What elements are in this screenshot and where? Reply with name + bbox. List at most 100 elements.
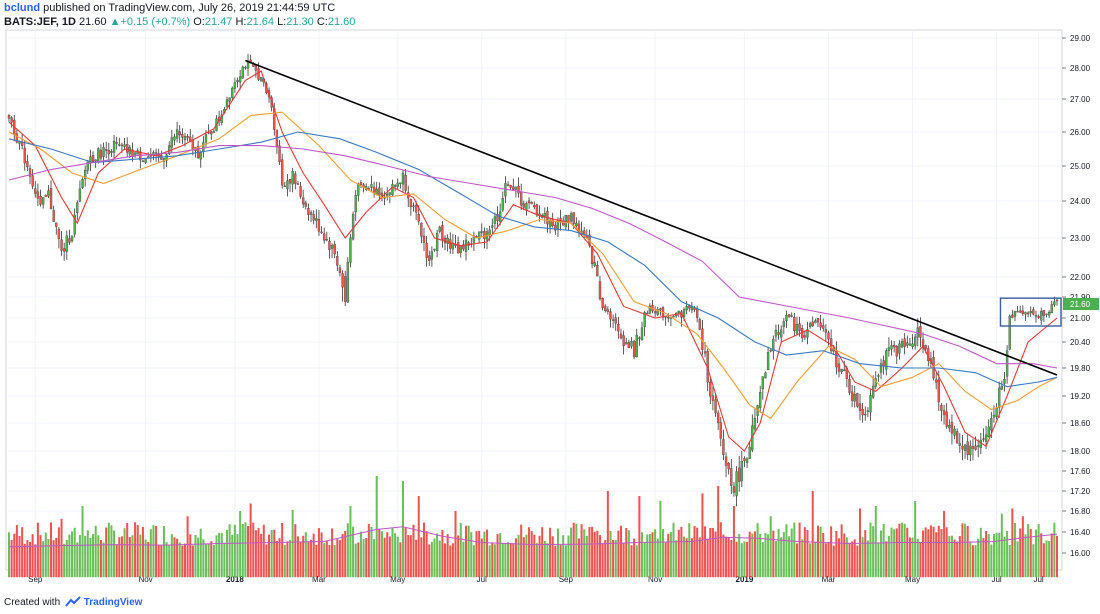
candle-body: [950, 422, 954, 434]
candle-body: [244, 67, 247, 69]
author-name[interactable]: bclund: [4, 2, 41, 14]
volume-bar: [556, 528, 559, 578]
volume-bar: [604, 540, 607, 578]
y-tick-label: 17.60: [1070, 467, 1091, 476]
publish-text: published on TradingView.com, July 26, 2…: [43, 2, 336, 14]
candle-body: [36, 191, 40, 199]
volume-bar: [420, 537, 423, 578]
candle-body: [420, 222, 423, 237]
volume-bar: [486, 529, 489, 578]
candle-body: [23, 147, 26, 164]
candle-body: [698, 319, 701, 330]
volume-bar: [1016, 541, 1019, 578]
volume-bar: [436, 533, 439, 578]
volume-bar: [596, 530, 599, 578]
volume-bar: [627, 530, 630, 578]
candle-body: [52, 210, 55, 222]
volume-bar: [788, 536, 791, 578]
volume-bar: [950, 535, 953, 578]
volume-bar: [577, 538, 580, 578]
volume-bar: [575, 523, 578, 578]
candle-body: [753, 418, 757, 430]
volume-bar: [438, 540, 441, 578]
volume-bar: [801, 539, 804, 578]
candle-body: [120, 144, 124, 147]
candle-body: [438, 226, 441, 232]
candle-body: [181, 134, 184, 138]
volume-bar: [252, 522, 255, 578]
symbol-info-line: BATS:JEF, 1D 21.60 ▲+0.15 (+0.7%) O:21.4…: [4, 16, 355, 28]
volume-bar: [1055, 535, 1059, 578]
candle-body: [225, 99, 229, 108]
volume-bar: [940, 529, 943, 578]
candle-body: [619, 333, 623, 339]
candle-body: [173, 136, 176, 141]
volume-bar: [877, 542, 880, 578]
volume-bar: [89, 537, 92, 578]
candle-body: [97, 148, 100, 162]
volume-bar: [633, 538, 636, 578]
candle-body: [509, 185, 512, 188]
candle-body: [898, 343, 901, 354]
volume-bar: [170, 534, 173, 578]
volume-bar: [13, 533, 16, 578]
volume-bar: [465, 525, 468, 578]
volume-bar: [819, 526, 822, 578]
volume-bar: [404, 527, 407, 578]
candle-body: [648, 305, 652, 314]
candle-body: [856, 393, 859, 407]
candle-body: [837, 363, 841, 372]
volume-bar: [239, 511, 242, 578]
open-value: 21.47: [204, 16, 233, 28]
candle-body: [769, 350, 772, 352]
volume-bar: [139, 534, 142, 578]
volume-bar: [294, 524, 297, 578]
volume-bar: [412, 524, 415, 578]
candle-body: [1047, 311, 1051, 316]
volume-bar: [517, 534, 520, 578]
price-change: +0.15 (+0.7%): [120, 16, 191, 28]
volume-bar: [480, 538, 483, 578]
volume-bar: [845, 537, 848, 578]
volume-bar: [830, 526, 833, 578]
candle-body: [864, 413, 867, 416]
close-label: C:: [316, 16, 328, 28]
candle-body: [974, 445, 977, 450]
volume-bar: [378, 528, 381, 578]
volume-bar: [373, 539, 376, 578]
candle-body: [328, 240, 331, 250]
candle-body: [598, 281, 602, 300]
volume-bar: [328, 544, 331, 578]
volume-bar: [977, 538, 980, 578]
volume-bar: [94, 525, 97, 578]
candle-body: [512, 186, 515, 190]
volume-bar: [123, 528, 126, 578]
candle-body: [543, 213, 546, 217]
candle-body: [233, 82, 237, 89]
volume-bar: [580, 524, 583, 578]
candle-body: [601, 298, 604, 308]
candle-body: [435, 233, 439, 251]
volume-bar: [619, 525, 622, 578]
volume-bar: [924, 527, 927, 578]
volume-bar: [898, 523, 901, 578]
candle-body: [112, 140, 116, 153]
candle-body: [900, 341, 904, 348]
volume-bar: [1034, 529, 1037, 578]
candle-body: [39, 196, 42, 205]
x-tick-label: Nov: [648, 575, 662, 584]
candle-body: [133, 152, 137, 156]
volume-bar: [128, 537, 131, 578]
candle-body: [1029, 310, 1032, 314]
volume-bar: [323, 543, 326, 578]
price-chart[interactable]: 29.00 28.00 27.00 26.00 25.00 24.00 23.00 22.00…: [0, 0, 1100, 596]
candle-body: [890, 345, 893, 350]
volume-bar: [662, 529, 665, 578]
candle-body: [302, 197, 305, 205]
tradingview-brand[interactable]: TradingView: [83, 597, 143, 608]
candle-body: [638, 337, 641, 339]
candle-body: [711, 395, 715, 401]
volume-bar: [212, 544, 215, 578]
volume-bar: [204, 543, 208, 578]
candle-body: [945, 411, 948, 427]
